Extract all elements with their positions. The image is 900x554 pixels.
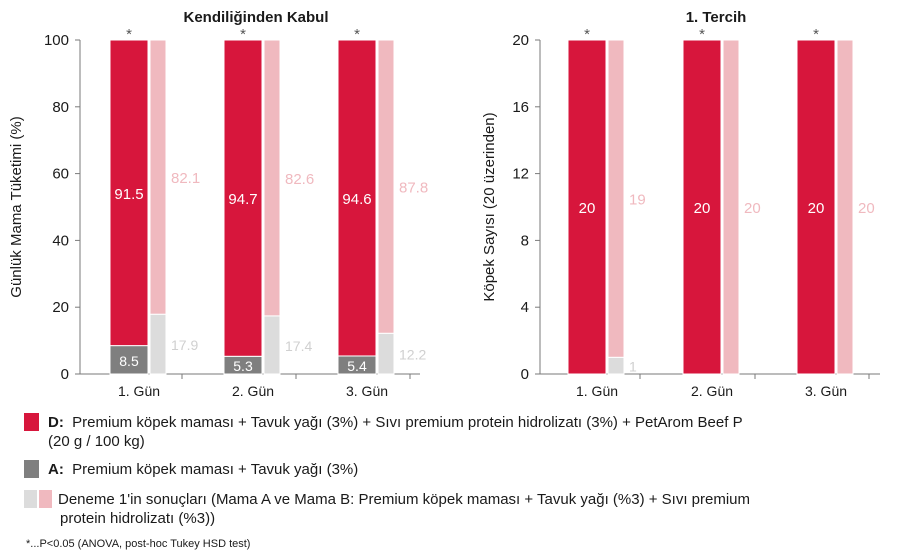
chart1-ghost-bar-a: [377, 332, 395, 375]
chart2-y-axis-label: Köpek Sayısı (20 üzerinden): [481, 112, 498, 301]
legend-swatch-a: [24, 460, 39, 478]
chart2-ghost-bar-a-label: 1: [629, 359, 637, 375]
chart1-y-tick-label: 20: [52, 299, 69, 316]
chart2-significance-marker: *: [699, 26, 705, 43]
chart1-significance-marker: *: [354, 26, 360, 43]
legend-swatch-trial-pink: [39, 490, 52, 508]
chart1-bar-a-label: 5.4: [347, 358, 367, 374]
chart2-y-tick-label: 16: [512, 99, 529, 116]
chart2-ghost-bar-b-label: 20: [744, 200, 761, 217]
legend-label-trial-2: protein hidrolizatı (%3)): [60, 510, 216, 527]
legend-label-a: Premium köpek maması + Tavuk yağı (3%): [72, 461, 359, 478]
legend-text-trial: Deneme 1'in sonuçları (Mama A ve Mama B:…: [58, 490, 858, 528]
chart2-x-tick-label: 1. Gün: [576, 383, 618, 399]
chart1-ghost-bar-a-label: 17.4: [285, 338, 312, 354]
chart2-y-tick-label: 8: [521, 232, 529, 249]
chart1-significance-marker: *: [126, 26, 132, 43]
chart1-bar-d-label: 94.6: [342, 191, 371, 208]
legend-swatch-d: [24, 413, 39, 431]
chart1-bar-d: [223, 39, 263, 357]
chart2-ghost-bar-b-label: 19: [629, 192, 646, 209]
chart2-ghost-bar-b-label: 20: [858, 200, 875, 217]
chart1-bar-a-label: 5.3: [233, 358, 253, 374]
legend-text-a: A: Premium köpek maması + Tavuk yağı (3%…: [48, 460, 878, 479]
chart1-x-tick-label: 2. Gün: [232, 383, 274, 399]
chart1-significance-marker: *: [240, 26, 246, 43]
chart2-bar-d: [567, 39, 607, 375]
chart2-title: 1. Tercih: [686, 9, 747, 26]
chart2-y-tick-label: 20: [512, 32, 529, 49]
chart1-x-tick-label: 1. Gün: [118, 383, 160, 399]
chart2-significance-marker: *: [813, 26, 819, 43]
chart2-x-tick-label: 2. Gün: [691, 383, 733, 399]
chart1-y-tick-label: 60: [52, 166, 69, 183]
legend-swatch-trial: [24, 490, 52, 508]
legend-key-a: A:: [48, 461, 64, 478]
chart1-bar-d-label: 94.7: [228, 191, 257, 208]
chart1-bar-d: [109, 39, 149, 347]
legend-key-d: D:: [48, 414, 64, 431]
chart2-y-tick-label: 0: [521, 366, 529, 383]
chart1-ghost-bar-b-label: 82.1: [171, 170, 200, 187]
chart1-bar-d: [337, 39, 377, 357]
chart2-ghost-bar-b: [607, 39, 625, 358]
chart1-ghost-bar-a-label: 12.2: [399, 347, 426, 363]
chart1-ghost-bar-a: [263, 315, 281, 375]
chart1-y-axis-label: Günlük Mama Tüketimi (%): [8, 116, 25, 297]
footnote: *...P<0.05 (ANOVA, post-hoc Tukey HSD te…: [26, 538, 251, 550]
chart2-y-tick-label: 12: [512, 166, 529, 183]
chart1-y-tick-label: 40: [52, 232, 69, 249]
chart1-ghost-bar-a: [149, 313, 167, 375]
legend-text-d: D: Premium köpek maması + Tavuk yağı (3%…: [48, 413, 878, 451]
chart2-y-tick-label: 4: [521, 299, 529, 316]
legend-label-d-2: (20 g / 100 kg): [48, 433, 145, 450]
chart2-bar-d: [796, 39, 836, 375]
chart2-bar-d-label: 20: [808, 200, 825, 217]
chart2-bar-d: [682, 39, 722, 375]
chart2-x-tick-label: 3. Gün: [805, 383, 847, 399]
chart1-ghost-bar-b-label: 82.6: [285, 171, 314, 188]
chart1-ghost-bar-b: [149, 39, 167, 315]
legend-label-d: Premium köpek maması + Tavuk yağı (3%) +…: [72, 414, 743, 431]
chart1-bar-d-label: 91.5: [114, 186, 143, 203]
chart1-ghost-bar-a-label: 17.9: [171, 337, 198, 353]
chart1-x-tick-label: 3. Gün: [346, 383, 388, 399]
chart1-y-tick-label: 0: [61, 366, 69, 383]
chart1-ghost-bar-b-label: 87.8: [399, 180, 428, 197]
chart1-y-tick-label: 100: [44, 32, 69, 49]
chart2-ghost-bar-b: [836, 39, 854, 375]
legend-swatch-trial-gray: [24, 490, 37, 508]
chart2-ghost-bar-a: [607, 356, 625, 375]
chart1-title: Kendiliğinden Kabul: [184, 9, 329, 26]
chart2-bar-d-label: 20: [579, 200, 596, 217]
chart1-y-tick-label: 80: [52, 99, 69, 116]
chart1-bar-a-label: 8.5: [119, 353, 139, 369]
legend-label-trial: Deneme 1'in sonuçları (Mama A ve Mama B:…: [58, 491, 751, 508]
chart2-significance-marker: *: [584, 26, 590, 43]
chart1-ghost-bar-b: [377, 39, 395, 334]
chart1-ghost-bar-b: [263, 39, 281, 317]
chart2-bar-d-label: 20: [694, 200, 711, 217]
chart2-ghost-bar-b: [722, 39, 740, 375]
